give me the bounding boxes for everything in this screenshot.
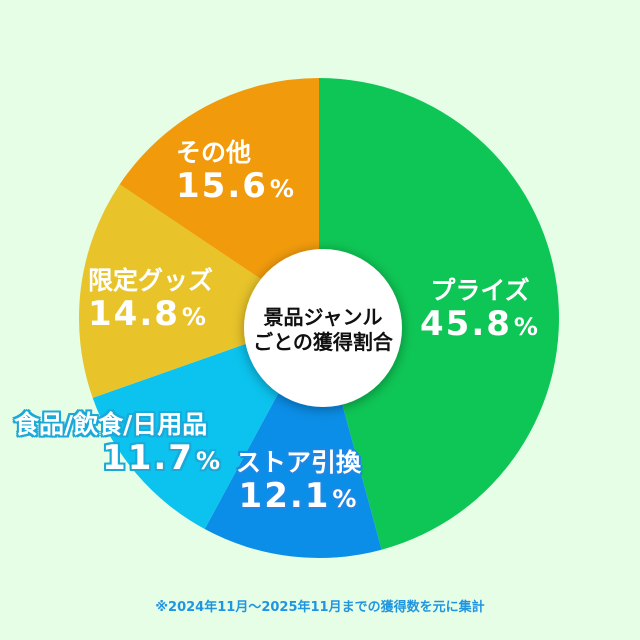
label-value: 15.6% xyxy=(176,166,296,206)
center-title-line1: 景品ジャンル xyxy=(263,305,383,329)
center-title-line2: ごとの獲得割合 xyxy=(253,330,393,354)
slice-limited-goods xyxy=(78,184,319,398)
label-value: 12.1% xyxy=(238,476,359,516)
label-other: その他 15.6% xyxy=(176,140,296,203)
label-name: 限定グッズ xyxy=(88,266,214,295)
label-value: 45.8% xyxy=(420,304,540,344)
label-name: ストア引換 xyxy=(236,448,362,477)
label-name: 食品/飲食/日用品 xyxy=(14,410,208,439)
footnote: ※2024年11月〜2025年11月までの獲得数を元に集計 xyxy=(155,600,485,615)
label-value: 11.7% xyxy=(102,438,222,478)
label-name: プライズ xyxy=(430,276,530,305)
center-circle xyxy=(244,249,402,407)
label-value: 14.8% xyxy=(88,294,208,334)
slice-other xyxy=(119,78,319,318)
slice-prize xyxy=(319,78,559,550)
center-title: 景品ジャンル ごとの獲得割合 xyxy=(240,255,406,405)
label-prize: プライズ 45.8% xyxy=(420,278,540,341)
label-limited-goods: 限定グッズ 14.8% xyxy=(88,268,213,331)
slice-store-exchange xyxy=(204,318,382,559)
label-name: その他 xyxy=(176,138,252,167)
label-store-exchange: ストア引換 12.1% xyxy=(236,450,361,513)
label-food-daily: 食品/飲食/日用品 11.7% xyxy=(14,412,224,475)
